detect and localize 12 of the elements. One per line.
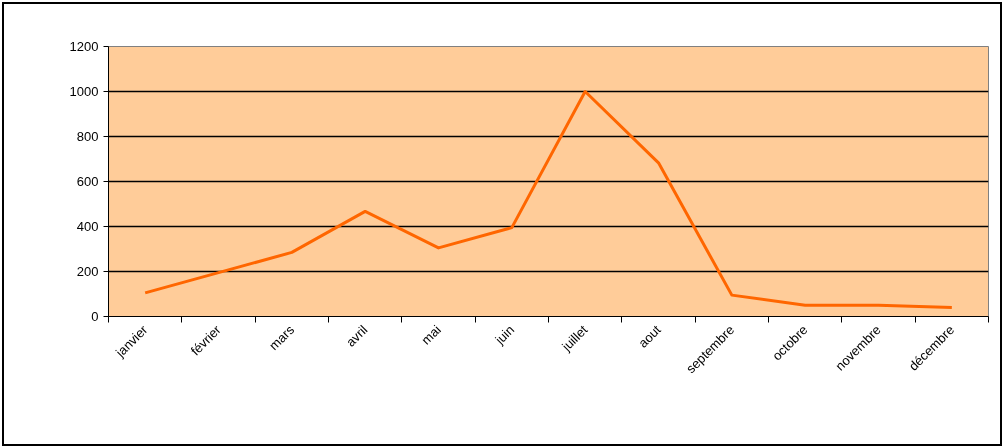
y-tick-label: 800 bbox=[76, 129, 99, 144]
x-tick-label: avril bbox=[343, 322, 371, 350]
y-tick-label: 600 bbox=[76, 174, 99, 189]
y-tick-label: 400 bbox=[76, 219, 99, 234]
y-tick-label: 0 bbox=[91, 309, 99, 324]
y-tick-label: 200 bbox=[76, 264, 99, 279]
y-tick-label: 1200 bbox=[69, 39, 99, 54]
x-tick-label: aout bbox=[635, 321, 665, 351]
y-tick-label: 1000 bbox=[69, 84, 99, 99]
x-tick-label: mai bbox=[418, 322, 444, 348]
line-series bbox=[143, 90, 954, 309]
x-tick-label: juin bbox=[491, 322, 518, 348]
